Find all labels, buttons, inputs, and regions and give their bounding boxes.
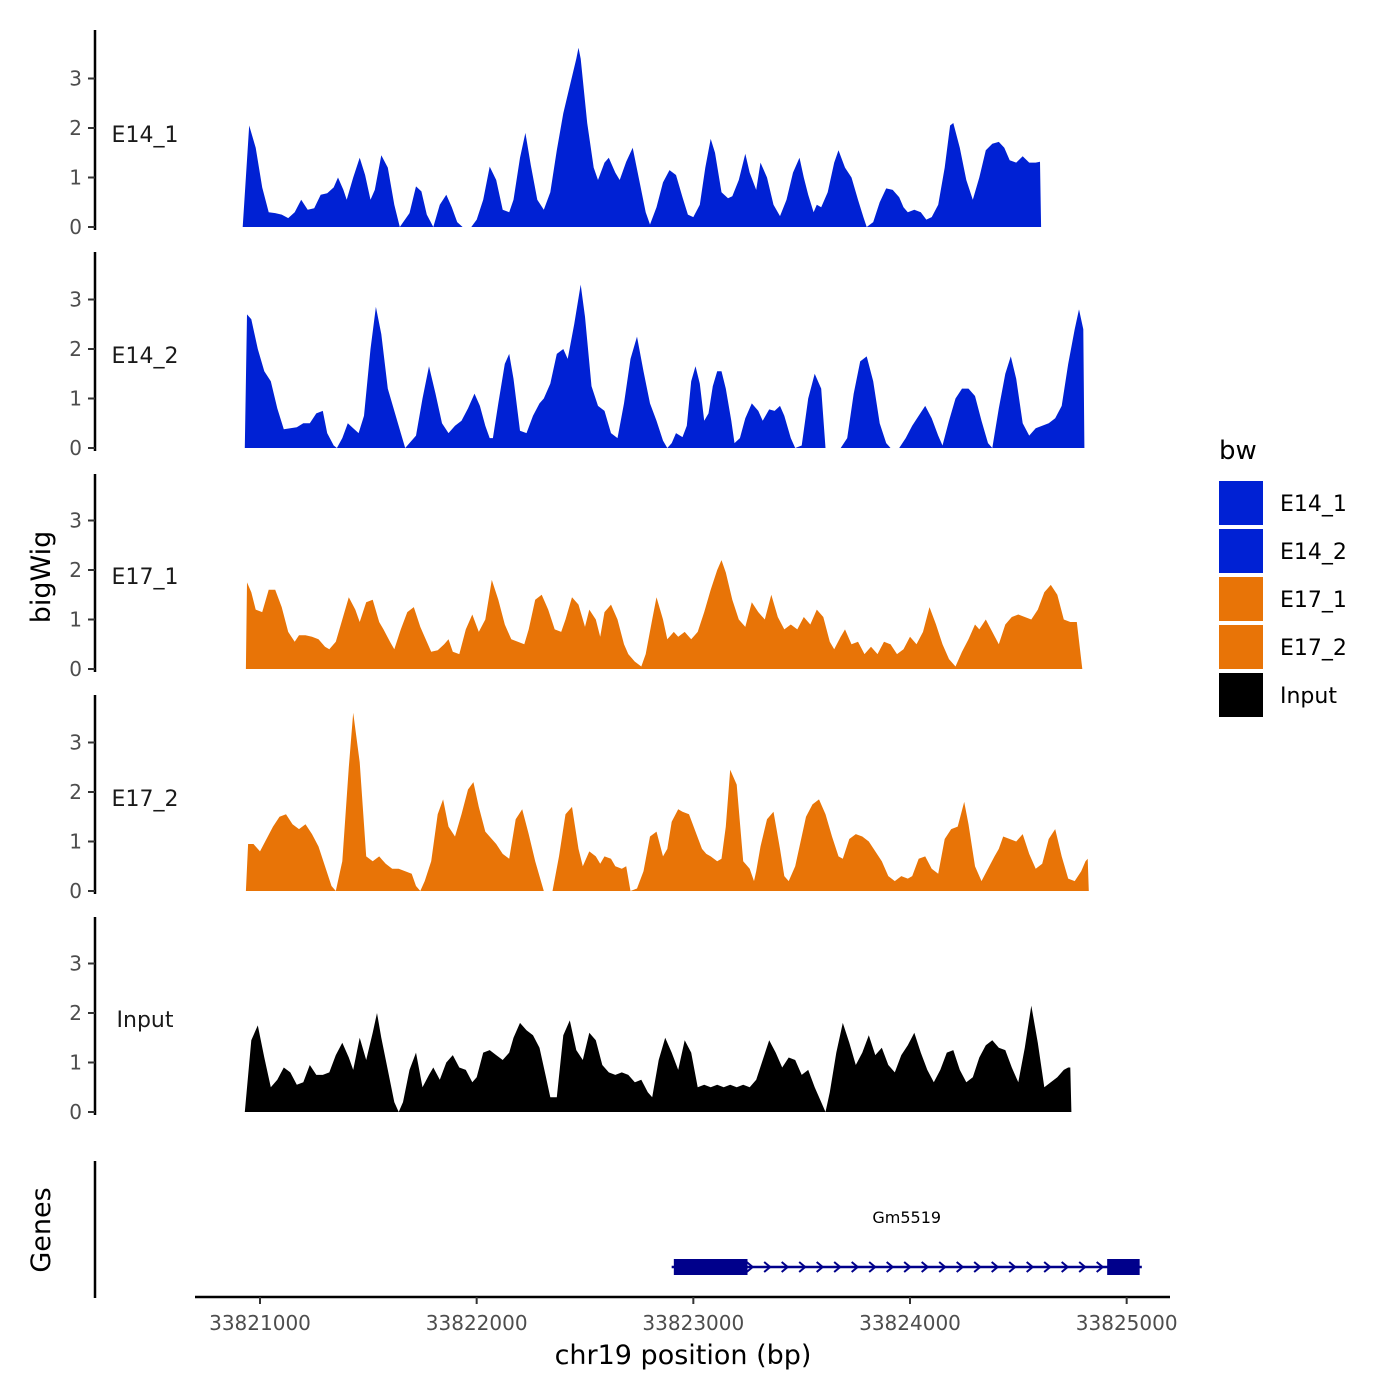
legend-label: E14_2 — [1280, 540, 1347, 565]
track-Input: 0 1 2 3 Input — [69, 917, 1072, 1124]
legend-label: E17_2 — [1280, 636, 1347, 661]
y-tick-label: 2 — [69, 780, 82, 804]
y-tick-label: 2 — [69, 558, 82, 582]
strand-arrow — [1096, 1261, 1105, 1273]
gene-label: Gm5519 — [872, 1208, 941, 1227]
y-tick-label: 1 — [69, 608, 82, 632]
y-tick-label: 0 — [69, 436, 82, 460]
strand-arrow — [746, 1261, 755, 1273]
legend: bw E14_1 E14_2 E17_1 E17_2 Input — [1219, 436, 1347, 717]
track-E17_1: 0 1 2 3 E17_1 — [69, 474, 1083, 681]
strand-arrow — [903, 1261, 912, 1273]
strand-arrow — [938, 1261, 947, 1273]
legend-swatch — [1219, 625, 1263, 669]
area-Input — [244, 1005, 1072, 1112]
area-E14_1 — [242, 47, 1042, 227]
strand-arrow — [991, 1261, 1000, 1273]
strand-arrow — [886, 1261, 895, 1273]
y-tick-label: 3 — [69, 288, 82, 312]
y-tick-label: 2 — [69, 116, 82, 140]
track-label: E14_2 — [112, 344, 179, 369]
legend-swatch — [1219, 673, 1263, 717]
x-axis: 33821000 33822000 33823000 33824000 33825000 — [195, 1295, 1178, 1335]
track-E17_2: 0 1 2 3 E17_2 — [69, 695, 1089, 903]
y-tick-label: 1 — [69, 166, 82, 190]
area-E14_2 — [244, 284, 1085, 448]
strand-arrow — [1026, 1261, 1035, 1273]
area-E17_1 — [245, 560, 1083, 669]
y-tick-label: 3 — [69, 731, 82, 755]
tracks-group: 0 1 2 3 E14_1 0 1 2 3 E14_2 0 1 2 3 E17_1 0 1 2 3 E17_2 0 1 2 3… — [69, 30, 1089, 1124]
legend-item: E17_1 — [1219, 577, 1347, 621]
genes-axis-title: Genes — [26, 1187, 57, 1272]
gene-exon — [673, 1259, 748, 1275]
legend-label: E17_1 — [1280, 588, 1347, 613]
strand-arrow — [868, 1261, 877, 1273]
x-tick-label: 33825000 — [1076, 1311, 1178, 1335]
legend-item: E14_1 — [1219, 481, 1347, 525]
legend-swatch — [1219, 529, 1263, 573]
y-tick-label: 0 — [69, 1100, 82, 1124]
strand-arrow — [921, 1261, 930, 1273]
y-tick-label: 3 — [69, 952, 82, 976]
x-tick-label: 33822000 — [426, 1311, 528, 1335]
strand-arrow — [956, 1261, 965, 1273]
track-label: E17_2 — [112, 787, 179, 812]
legend-swatch — [1219, 577, 1263, 621]
gene-exon — [1107, 1259, 1140, 1275]
legend-item: E14_2 — [1219, 529, 1347, 573]
legend-label: E14_1 — [1280, 492, 1347, 517]
legend-title: bw — [1219, 436, 1257, 466]
x-tick-label: 33823000 — [642, 1311, 744, 1335]
track-label: E14_1 — [112, 123, 179, 148]
y-tick-label: 1 — [69, 1051, 82, 1075]
x-tick-label: 33824000 — [859, 1311, 961, 1335]
strand-arrow — [781, 1261, 790, 1273]
legend-label: Input — [1280, 684, 1337, 709]
legend-item: E17_2 — [1219, 625, 1347, 669]
strand-arrow — [833, 1261, 842, 1273]
y-tick-label: 3 — [69, 67, 82, 91]
y-tick-label: 3 — [69, 509, 82, 533]
strand-arrow — [973, 1261, 982, 1273]
strand-arrow — [816, 1261, 825, 1273]
strand-arrow — [851, 1261, 860, 1273]
y-tick-label: 0 — [69, 215, 82, 239]
y-tick-label: 1 — [69, 387, 82, 411]
y-tick-label: 2 — [69, 337, 82, 361]
y-tick-label: 0 — [69, 879, 82, 903]
area-E17_2 — [245, 712, 1089, 891]
strand-arrow — [763, 1261, 772, 1273]
strand-arrow — [1008, 1261, 1017, 1273]
y-tick-label: 1 — [69, 830, 82, 854]
y-axis-title: bigWig — [26, 531, 57, 624]
legend-item: Input — [1219, 673, 1337, 717]
legend-swatch — [1219, 481, 1263, 525]
y-tick-label: 0 — [69, 657, 82, 681]
track-label: Input — [117, 1008, 174, 1033]
x-axis-title: chr19 position (bp) — [555, 1340, 812, 1371]
track-E14_1: 0 1 2 3 E14_1 — [69, 30, 1042, 239]
strand-arrow — [1043, 1261, 1052, 1273]
strand-arrow — [1061, 1261, 1070, 1273]
strand-arrow — [798, 1261, 807, 1273]
strand-arrow — [1078, 1261, 1087, 1273]
genes-panel: Gm5519 — [93, 1161, 1142, 1298]
track-label: E17_1 — [112, 565, 179, 590]
x-tick-label: 33821000 — [209, 1311, 311, 1335]
gene-Gm5519: Gm5519 — [671, 1208, 1142, 1275]
track-E14_2: 0 1 2 3 E14_2 — [69, 252, 1085, 460]
y-tick-label: 2 — [69, 1001, 82, 1025]
